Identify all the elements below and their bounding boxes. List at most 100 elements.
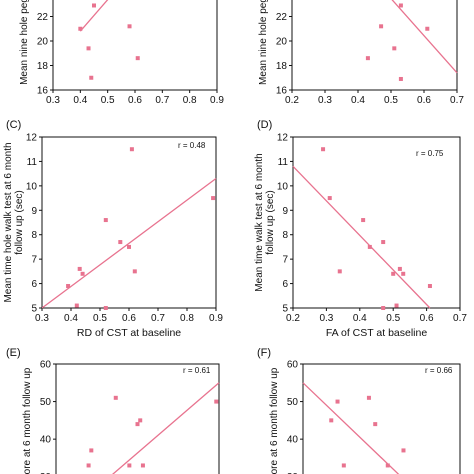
data-point-c-10 [132, 269, 137, 274]
y-tick-label-b-1: 16 [276, 86, 288, 97]
plot-frame-f [302, 363, 461, 474]
panel-c: 0.3 0.4 0.5 0.6 0.7 0.8 0.9 5 6 7 8 9 10 11 12 RD of CS… [3, 133, 223, 340]
x-tick-label-c-6: 0.8 [180, 313, 194, 324]
y-tick-label-d-2: 6 [282, 279, 288, 290]
data-point-e-1 [86, 463, 91, 468]
y-tick-label-a-1: 16 [37, 86, 49, 97]
x-tick-label-c-4: 0.6 [122, 313, 136, 324]
y-axis-label-line2-d: follow up (sec) [265, 190, 276, 254]
y-tick-label-d-4: 8 [282, 230, 288, 241]
data-point-c-2 [74, 303, 79, 308]
data-point-b-2 [379, 24, 384, 29]
data-point-c-9 [129, 147, 134, 152]
fit-line-c [41, 178, 217, 309]
data-point-c-6 [103, 306, 108, 310]
data-point-b-4 [398, 3, 403, 8]
plot-frame-c [41, 136, 217, 309]
y-tick-label-d-7: 11 [278, 157, 289, 168]
data-point-c-4 [80, 271, 85, 276]
data-point-b-6 [425, 26, 430, 31]
data-point-d-9 [394, 303, 399, 308]
x-tick-label-b-6: 0.7 [450, 95, 464, 106]
y-axis-label-b: Mean nine hole peg [258, 0, 269, 85]
y-tick-label-a-2: 18 [37, 61, 49, 72]
plot-frame-a [52, 0, 218, 91]
x-axis-label-c: RD of CST at baseline [77, 327, 181, 339]
r-value-f: r = 0.66 [425, 366, 453, 375]
x-tick-label-c-3: 0.5 [93, 313, 107, 324]
data-point-e-4 [113, 395, 118, 400]
data-point-d-4 [361, 218, 366, 223]
data-point-e-6 [135, 422, 140, 427]
data-point-d-1 [321, 147, 326, 152]
x-tick-label-d-2: 0.3 [319, 313, 333, 324]
y-tick-label-c-4: 8 [31, 230, 37, 241]
panel-letter-f: (F) [257, 347, 271, 359]
data-point-d-6 [381, 240, 386, 245]
y-tick-label-c-5: 9 [31, 206, 37, 217]
panels: 0.30.40.50.60.70.80.91618202224Mean nine… [3, 0, 467, 474]
r-value-c: r = 0.48 [178, 141, 206, 150]
plot-frame-e [55, 363, 220, 474]
x-tick-label-c-2: 0.4 [64, 313, 78, 324]
data-point-b-5 [398, 76, 403, 81]
plot-frame-d [292, 136, 461, 309]
panel-d: 0.2 0.3 0.4 0.5 0.6 0.7 5 6 7 8 9 10 11 12 FA of CST a… [254, 133, 467, 340]
data-point-a-6 [135, 56, 140, 61]
data-point-f-5 [373, 422, 378, 427]
data-point-b-1 [365, 56, 370, 61]
data-point-e-2 [89, 448, 94, 453]
data-point-c-5 [103, 218, 108, 223]
data-point-e-8 [140, 463, 145, 468]
x-tick-label-d-4: 0.5 [386, 313, 400, 324]
y-tick-label-d-6: 10 [277, 181, 289, 192]
data-point-f-2 [335, 399, 340, 404]
panel-e: 30 40 50 60 score at 6 month follow up r = 0.… [22, 360, 220, 474]
x-tick-label-d-3: 0.4 [353, 313, 367, 324]
x-tick-label-a-5: 0.7 [155, 95, 169, 106]
x-tick-label-b-5: 0.6 [417, 95, 431, 106]
y-tick-label-f-1: 30 [287, 472, 299, 474]
y-tick-label-c-2: 6 [31, 279, 37, 290]
y-tick-label-d-5: 9 [282, 206, 288, 217]
data-point-d-2 [327, 196, 332, 201]
y-axis-label-a: Mean nine hole peg [19, 0, 30, 85]
y-tick-label-e-1: 30 [40, 472, 52, 474]
fit-line-b [391, 0, 458, 74]
x-tick-label-c-7: 0.9 [209, 313, 223, 324]
data-point-f-1 [329, 418, 334, 423]
x-tick-label-c-5: 0.7 [151, 313, 165, 324]
panel-f: 30 40 50 60 score at 6 month follow up r = 0.… [269, 360, 461, 474]
data-point-d-7 [381, 306, 386, 310]
y-tick-label-d-3: 7 [282, 255, 288, 266]
r-value-e: r = 0.61 [183, 366, 211, 375]
y-tick-label-f-4: 60 [287, 360, 299, 371]
data-point-d-3 [337, 269, 342, 274]
data-point-d-10 [397, 266, 402, 271]
y-tick-label-d-8: 12 [277, 133, 289, 144]
data-point-e-7 [138, 418, 143, 423]
x-tick-label-c-1: 0.3 [35, 313, 49, 324]
data-point-a-1 [78, 26, 83, 31]
y-tick-label-f-2: 40 [287, 435, 299, 446]
panel-letter-c: (C) [6, 119, 21, 131]
x-tick-label-b-1: 0.2 [285, 95, 299, 106]
data-point-f-3 [341, 463, 346, 468]
data-point-d-11 [401, 271, 406, 276]
panel-b: 0.20.30.40.50.60.71618202224Mean nine ho… [258, 0, 464, 106]
x-tick-label-b-4: 0.5 [384, 95, 398, 106]
data-point-c-8 [127, 244, 131, 249]
data-point-b-3 [392, 46, 397, 51]
x-tick-label-d-5: 0.6 [420, 313, 434, 324]
x-tick-label-b-3: 0.4 [351, 95, 365, 106]
y-axis-label-line2-c: follow up (sec) [14, 190, 25, 254]
x-tick-label-d-1: 0.2 [286, 313, 300, 324]
y-tick-label-c-3: 7 [31, 255, 37, 266]
y-axis-label-line1-c: Mean time hole walk test at 6 month [3, 142, 14, 302]
y-tick-label-e-2: 40 [40, 435, 52, 446]
panel-letter-d: (D) [257, 119, 272, 131]
data-point-d-5 [367, 244, 372, 249]
x-tick-label-a-7: 0.9 [210, 95, 224, 106]
fit-line-d [292, 165, 431, 309]
